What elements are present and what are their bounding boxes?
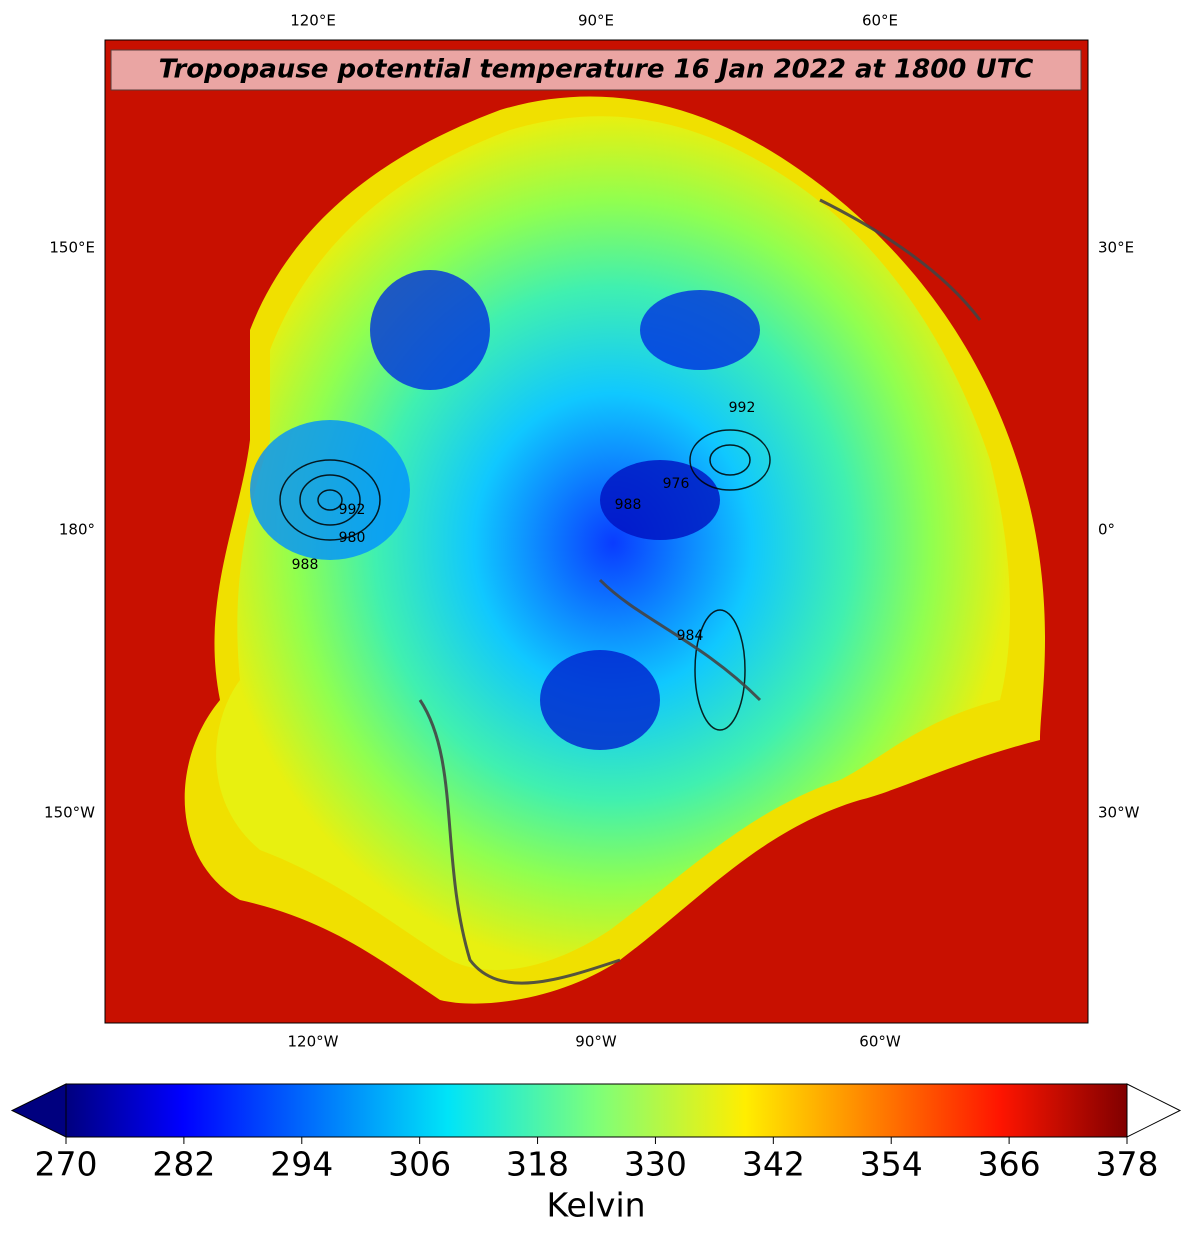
- colorbar-tick-label: 306: [388, 1145, 451, 1184]
- contour-label: 992: [339, 502, 366, 518]
- map-field: [105, 40, 1088, 1023]
- contour-label: 980: [339, 530, 366, 546]
- colorbar-tick-label: 282: [152, 1145, 215, 1184]
- colorbar-extend-low: [10, 1083, 67, 1138]
- lat-label: 180°: [59, 521, 95, 539]
- colorbar-frame: [65, 1083, 1128, 1138]
- colorbar-tick-label: 330: [624, 1145, 687, 1184]
- lat-label: 30°W: [1098, 804, 1140, 822]
- colorbar: [66, 1084, 1127, 1137]
- colorbar-label: Kelvin: [546, 1186, 645, 1225]
- colorbar-tick-label: 342: [742, 1145, 805, 1184]
- lon-label: 90°E: [578, 12, 614, 30]
- colorbar-extend-high: [1126, 1083, 1182, 1138]
- colorbar-tick-label: 318: [506, 1145, 569, 1184]
- title-box: [110, 49, 1082, 91]
- colorbar-tick-label: 294: [270, 1145, 333, 1184]
- lon-label: 120°E: [290, 12, 336, 30]
- colorbar-tick-label: 270: [35, 1145, 98, 1184]
- lat-label: 150°W: [44, 804, 95, 822]
- colorbar-tick-label: 378: [1096, 1145, 1159, 1184]
- contour-label: 988: [615, 497, 642, 513]
- contour-label: 976: [663, 476, 690, 492]
- colorbar-tick-label: 354: [860, 1145, 923, 1184]
- lon-label: 60°E: [862, 12, 898, 30]
- lon-label: 120°W: [288, 1033, 339, 1051]
- lon-label: 90°W: [575, 1033, 617, 1051]
- lat-label: 150°E: [49, 239, 95, 257]
- lat-label: 30°E: [1098, 239, 1134, 257]
- map-title: Tropopause potential temperature 16 Jan …: [159, 55, 1034, 85]
- colorbar-tick-label: 366: [978, 1145, 1041, 1184]
- contour-label: 984: [677, 628, 704, 644]
- contour-label: 988: [292, 557, 319, 573]
- lon-label: 60°W: [859, 1033, 901, 1051]
- contour-label: 992: [729, 400, 756, 416]
- lat-label: 0°: [1098, 521, 1115, 539]
- map-frame: [104, 39, 1089, 1024]
